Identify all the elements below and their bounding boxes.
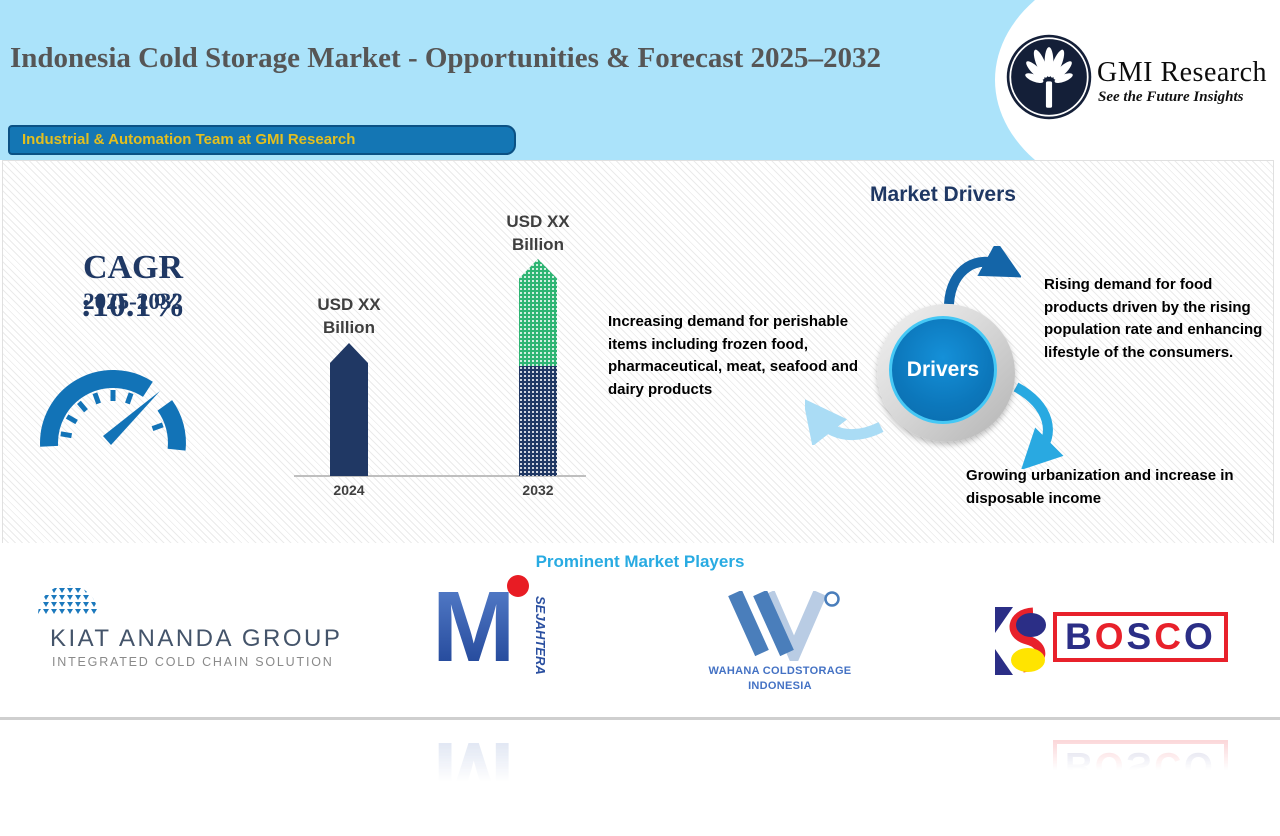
bosco-b-icon: [995, 607, 1046, 675]
x-tick-2032: 2032: [522, 482, 554, 498]
arrow-top-icon: [944, 246, 1021, 305]
main-panel: CAGR :10.1% 2025-2032: [2, 160, 1274, 545]
kiat-dome-icon: [38, 585, 98, 615]
page-title: Indonesia Cold Storage Market - Opportun…: [10, 42, 882, 74]
logo-mi-sejahtera: M SEJAHTERA M: [432, 568, 562, 833]
kiat-name: KIAT ANANDA GROUP: [50, 625, 343, 652]
sejahtera-m-icon: M SEJAHTERA: [432, 571, 548, 683]
bar-2024-value-label: USD XX Billion: [317, 295, 381, 337]
brand-name: GMI Research: [1097, 57, 1268, 88]
players-title: Prominent Market Players: [535, 552, 745, 571]
bar-2032-growth-segment: [519, 259, 557, 366]
drivers-hub-inner: Drivers: [889, 316, 997, 424]
arrow-left-icon: [805, 398, 884, 445]
svg-text:SEJAHTERA: SEJAHTERA: [533, 596, 548, 675]
logo-bosco: BOSCO BOSCO: [993, 605, 1228, 790]
drivers-hub-label: Drivers: [906, 358, 980, 381]
bar-2032: [519, 259, 557, 476]
bar-2032-base-segment: [519, 366, 557, 476]
brand-tagline: See the Future Insights: [1098, 89, 1244, 105]
wahana-name: WAHANA COLDSTORAGE: [708, 665, 852, 677]
arrow-bottom-right-icon: [1013, 382, 1064, 469]
sejahtera-reflection: M: [432, 721, 515, 833]
kiat-subtitle: INTEGRATED COLD CHAIN SOLUTION: [52, 655, 334, 669]
cagr-value: CAGR :10.1%: [80, 249, 186, 324]
market-drivers-title: Market Drivers: [870, 183, 1016, 206]
svg-text:M: M: [432, 571, 515, 683]
note-perishable-demand: Increasing demand for perishable items i…: [608, 313, 859, 398]
svg-text:M: M: [432, 721, 515, 833]
gmi-fan-icon: [1006, 34, 1092, 120]
bar-2024: [330, 343, 368, 476]
speedometer-icon: [40, 369, 186, 451]
bosco-reflection: BOSCO: [1053, 740, 1228, 790]
bar-2032-value-label: USD XX Billion: [506, 212, 570, 254]
driver-urbanization: Growing urbanization and increase in dis…: [966, 467, 1234, 507]
players-section: Prominent Market Players KIAT ANANDA GRO…: [0, 543, 1280, 833]
header-band: GMI Research See the Future Insights Ind…: [0, 0, 1280, 160]
bosco-wordmark: BOSCO: [1053, 612, 1228, 662]
drivers-hub: Drivers: [877, 304, 1015, 442]
wahana-w-icon: [728, 591, 840, 661]
chart-baseline: [294, 475, 586, 477]
x-tick-2024: 2024: [333, 482, 365, 498]
wahana-country: INDONESIA: [748, 680, 812, 692]
driver-rising-demand: Rising demand for food products driven b…: [1044, 276, 1263, 361]
team-banner: Industrial & Automation Team at GMI Rese…: [8, 125, 516, 155]
cagr-period: 2025-2032: [83, 289, 183, 314]
